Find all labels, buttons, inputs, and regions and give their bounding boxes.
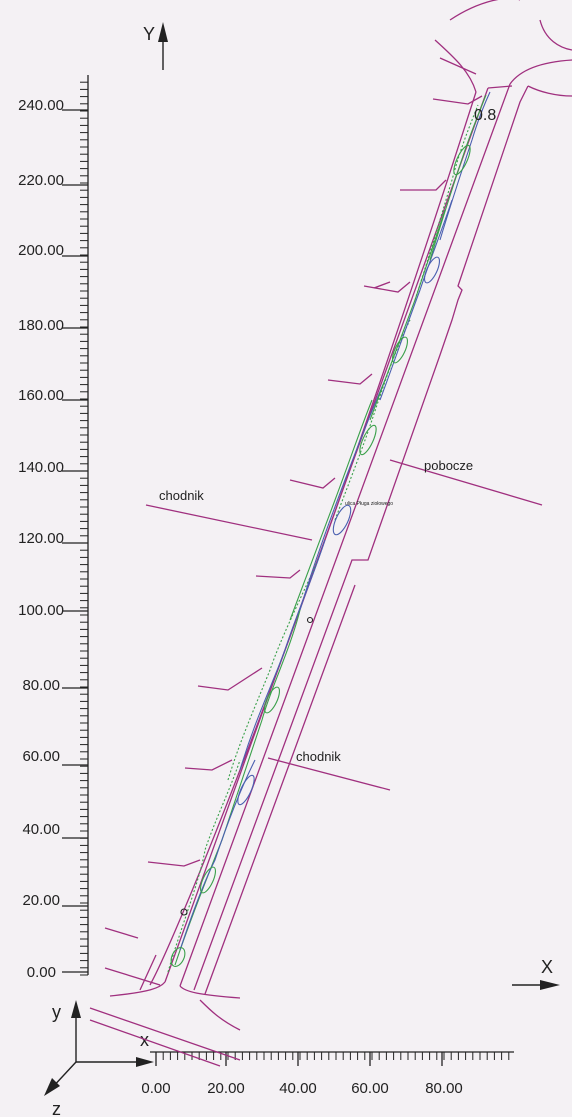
- label-value: 0.8: [474, 107, 496, 124]
- driveway: [327, 373, 373, 385]
- bottom-right-corner: [179, 985, 241, 999]
- label-chodnik-bottom: chodnik: [296, 749, 341, 764]
- y-tick-label: 140.00: [18, 459, 64, 476]
- x-axis-major-ticks: [155, 1052, 443, 1066]
- chodnik-bottom-leader: [267, 757, 391, 791]
- top-right-corner: [509, 59, 572, 85]
- carriageway-right-edge: [179, 83, 511, 987]
- top-right-arc: [539, 19, 572, 51]
- y-axis-letter: Y: [143, 24, 155, 44]
- x-tick-label: 40.00: [279, 1080, 317, 1097]
- y-axis-major-ticks: [62, 109, 88, 973]
- pobocze-leader: [389, 459, 543, 506]
- y-tick-label: 240.00: [18, 97, 64, 114]
- road-outline: [89, 0, 572, 1067]
- y-tick-label: 220.00: [18, 172, 64, 189]
- driveway: [255, 569, 301, 579]
- driveway: [400, 179, 447, 191]
- y-tick-label: 0.00: [27, 964, 56, 981]
- y-tick-label: 180.00: [18, 317, 64, 334]
- bottom-diagonal-1: [89, 1007, 241, 1061]
- x-tick-label: 20.00: [207, 1080, 245, 1097]
- gizmo-x-letter: x: [140, 1030, 149, 1050]
- y-tick-label: 100.00: [18, 602, 64, 619]
- driveway: [289, 477, 336, 489]
- coordinate-gizmo: y x z: [44, 1000, 154, 1117]
- driveway-stub: [373, 281, 391, 289]
- gizmo-z-letter: z: [52, 1099, 61, 1117]
- right-edge-offset: [204, 584, 356, 995]
- label-chodnik-top: chodnik: [159, 488, 204, 503]
- x-axis: 0.00 20.00 40.00 60.00 80.00: [141, 1051, 514, 1097]
- y-axis-minor-ticks: [80, 81, 88, 976]
- bottom-left-line: [104, 967, 161, 986]
- y-axis-arrow: Y: [143, 22, 168, 70]
- x-axis-letter: X: [541, 957, 553, 977]
- top-cap: [487, 85, 513, 89]
- label-street: ulica Pługa ziołowego: [345, 501, 393, 507]
- y-tick-label: 160.00: [18, 387, 64, 404]
- left-outer-stub: [139, 954, 157, 991]
- x-axis-arrow: X: [512, 957, 560, 990]
- x-tick-label: 80.00: [425, 1080, 463, 1097]
- chodnik-top-leader: [145, 504, 313, 541]
- y-tick-label: 40.00: [22, 821, 60, 838]
- gizmo-y-letter: y: [52, 1002, 61, 1022]
- top-arc: [449, 0, 520, 21]
- y-tick-label: 120.00: [18, 530, 64, 547]
- top-right-corner-outer: [527, 85, 572, 97]
- x-tick-label: 0.00: [141, 1080, 170, 1097]
- x-axis-minor-ticks: [155, 1052, 510, 1060]
- y-tick-label: 80.00: [22, 677, 60, 694]
- driveway: [197, 667, 263, 691]
- driveway: [147, 859, 201, 867]
- bottom-curve: [199, 999, 241, 1031]
- carriageway-left-edge: [164, 87, 489, 983]
- driveway: [184, 759, 233, 771]
- y-tick-label: 200.00: [18, 242, 64, 259]
- bottom-diagonal-2: [89, 1019, 221, 1067]
- y-axis: 0.00 20.00 40.00 60.00 80.00 100.00 120.…: [18, 75, 89, 981]
- y-tick-label: 20.00: [22, 892, 60, 909]
- top-ramp: [439, 57, 477, 75]
- elevation-contours: [167, 91, 491, 973]
- bottom-left-line-2: [104, 927, 139, 939]
- y-tick-label: 60.00: [22, 748, 60, 765]
- right-sidewalk-outer-edge: [193, 85, 529, 991]
- left-sidewalk-outer-edge: [149, 91, 477, 986]
- label-pobocze: pobocze: [424, 458, 473, 473]
- x-tick-label: 60.00: [351, 1080, 389, 1097]
- driveway: [432, 95, 483, 105]
- bottom-left-corner: [109, 981, 166, 997]
- top-left-corner: [434, 39, 477, 93]
